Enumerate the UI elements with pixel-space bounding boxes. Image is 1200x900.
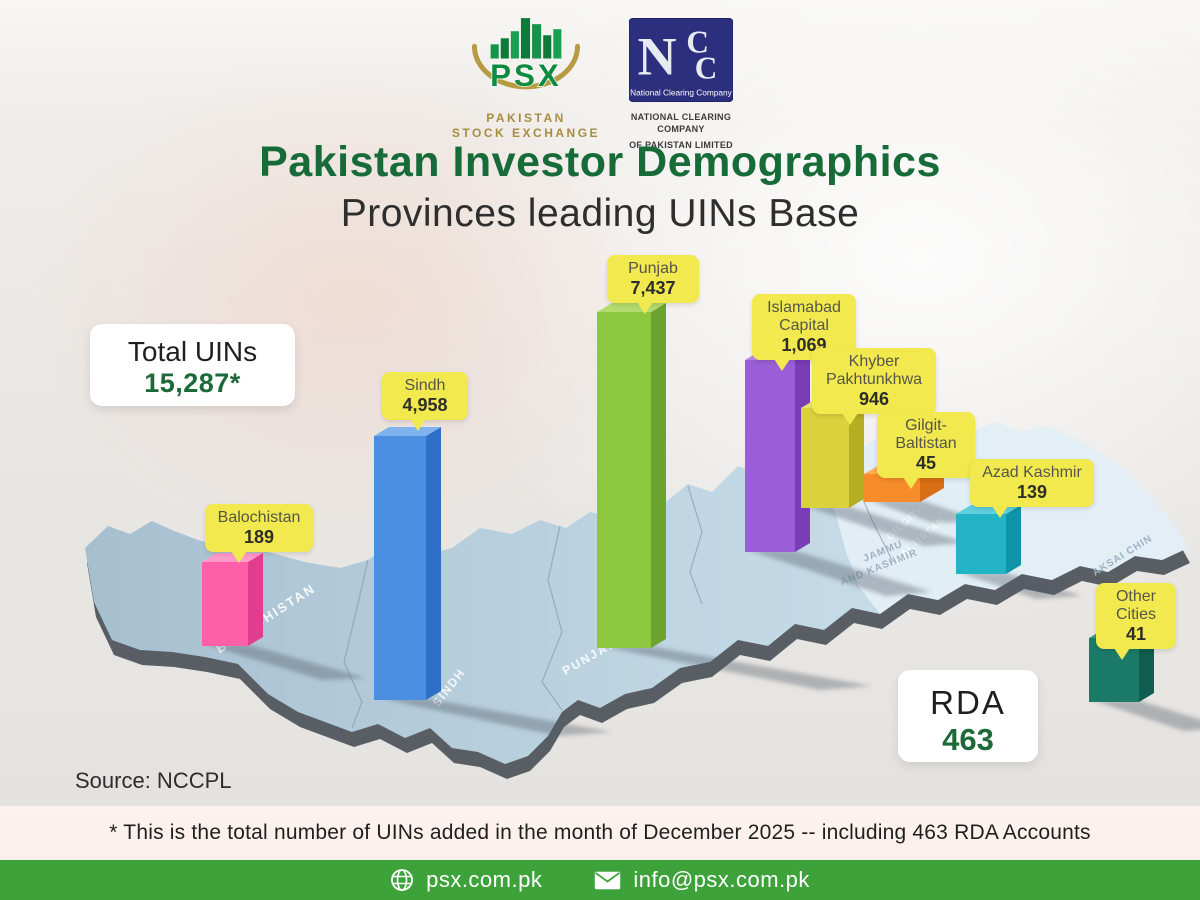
footer-website-text: psx.com.pk — [426, 867, 543, 892]
total-uins-value: 15,287* — [144, 368, 241, 398]
page-title: Pakistan Investor Demographics — [259, 138, 941, 186]
province-name-balochistan: Balochistan — [217, 509, 301, 526]
ncc-caption-line2: OF PAKISTAN LIMITED — [629, 140, 733, 150]
bar-azad-kashmir — [956, 505, 1021, 574]
footer-email-text: info@psx.com.pk — [633, 867, 810, 892]
total-uins-box: Total UINs 15,287* — [90, 324, 295, 406]
province-value-gilgit: 45 — [915, 453, 937, 473]
ncc-letter-c2: C — [695, 51, 718, 86]
province-value-balochistan: 189 — [243, 527, 275, 547]
bar-islamabad-capital — [745, 351, 810, 552]
bar-punjab — [597, 303, 666, 648]
email-icon — [595, 871, 621, 889]
psx-chart-bars-icon — [490, 18, 562, 59]
ncc-letter-c1: C — [686, 25, 709, 60]
province-value-kpk: 946 — [858, 389, 890, 409]
province-name-sindh: Sindh — [404, 377, 446, 394]
bar-label-islamabad: Islamabad Capital 1,069 — [752, 294, 856, 371]
bar-label-punjab: Punjab 7,437 — [607, 255, 699, 314]
province-name-azad-kashmir: Azad Kashmir — [982, 464, 1082, 481]
province-value-other-cities: 41 — [1125, 624, 1147, 644]
psx-crescent — [471, 43, 581, 90]
footnote-text: * This is the total number of UINs added… — [109, 821, 1091, 844]
total-uins-label: Total UINs — [127, 336, 258, 367]
province-value-punjab: 7,437 — [630, 278, 676, 298]
province-name-other-cities: Other Cities — [1115, 588, 1156, 623]
bar-sindh — [374, 427, 441, 700]
globe-icon — [391, 869, 413, 891]
province-name-gilgit: Gilgit- Baltistan — [895, 417, 957, 452]
bar-balochistan — [202, 553, 263, 646]
bar-label-other-cities: Other Cities 41 — [1096, 583, 1176, 660]
ncc-inner-caption: National Clearing Company — [630, 87, 732, 97]
bar-label-kpk: Khyber Pakhtunkhwa 946 — [812, 348, 936, 425]
rda-box: RDA 463 — [898, 670, 1038, 762]
psx-logo: PSX PAKISTAN STOCK EXCHANGE — [448, 10, 604, 141]
footer-bar: psx.com.pk info@psx.com.pk — [0, 860, 1200, 900]
footnote-strip: * This is the total number of UINs added… — [0, 806, 1200, 860]
psx-caption-line1: PAKISTAN — [486, 111, 566, 125]
bar-label-azad-kashmir: Azad Kashmir 139 — [970, 459, 1094, 518]
rda-value: 463 — [942, 722, 994, 757]
ncc-letter-n: N — [638, 27, 677, 87]
psx-caption-line2: STOCK EXCHANGE — [451, 126, 601, 140]
bar-label-balochistan: Balochistan 189 — [205, 504, 313, 563]
bar-label-gilgit: Gilgit- Baltistan 45 — [877, 412, 975, 489]
psx-acronym: PSX — [490, 58, 562, 93]
province-value-sindh: 4,958 — [402, 395, 448, 415]
bar-label-sindh: Sindh 4,958 — [382, 372, 468, 431]
rda-label: RDA — [930, 684, 1006, 721]
ncc-emblem: N C C National Clearing Company — [628, 17, 734, 103]
province-name-punjab: Punjab — [628, 260, 678, 277]
bar-shadows — [204, 500, 1200, 736]
ncc-caption-line1: NATIONAL CLEARING COMPANY — [630, 112, 732, 134]
province-value-azad-kashmir: 139 — [1016, 482, 1048, 502]
province-name-islamabad: Islamabad Capital — [767, 299, 841, 334]
footer-website: psx.com.pk — [390, 867, 542, 893]
header-logos: PSX PAKISTAN STOCK EXCHANGE N C C Nation… — [0, 8, 1200, 150]
source-text: Source: NCCPL — [75, 768, 232, 793]
province-name-kpk: Khyber Pakhtunkhwa — [825, 353, 923, 388]
page-subtitle: Provinces leading UINs Base — [340, 192, 860, 235]
psx-emblem: PSX — [471, 18, 581, 93]
ncc-logo: N C C National Clearing Company NATIONAL… — [618, 17, 744, 151]
footer-email: info@psx.com.pk — [594, 867, 810, 893]
